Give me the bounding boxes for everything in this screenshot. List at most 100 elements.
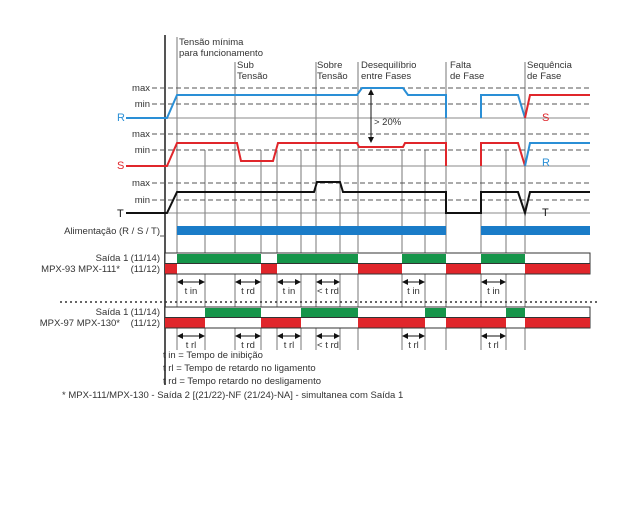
arrow-head [481, 333, 487, 339]
max-label: max [132, 83, 150, 94]
waveform-s-restored [480, 142, 526, 167]
arrow-head [295, 279, 301, 285]
output-off-segment [358, 263, 402, 274]
timing-label: t rd [241, 286, 255, 297]
event-phase-loss-2: de Fase [450, 71, 484, 82]
supply-on-segment [177, 226, 446, 235]
max-label: max [132, 178, 150, 189]
timing-label: t rl [408, 340, 419, 351]
output-on-segment [506, 308, 525, 318]
output-off-segment [446, 317, 506, 328]
event-phase-seq-2: de Fase [527, 71, 561, 82]
timing-label: t rl [284, 340, 295, 351]
min-label: min [135, 195, 150, 206]
waveform-r-swapped [524, 142, 590, 167]
event-overvoltage-1: Sobre [317, 60, 342, 71]
event-min-voltage-2: para funcionamento [179, 48, 263, 59]
output-models: MPX-93 MPX-111* [41, 264, 120, 275]
arrow-head [199, 333, 205, 339]
output-off-segment [358, 317, 425, 328]
event-overvoltage-2: Tensão [317, 71, 348, 82]
event-imbalance-2: entre Fases [361, 71, 411, 82]
arrow-head [419, 333, 425, 339]
max-label: max [132, 129, 150, 140]
event-imbalance-1: Desequilíbrio [361, 60, 416, 71]
event-undervoltage-2: Tensão [237, 71, 268, 82]
event-lines [176, 37, 526, 350]
arrow-head [235, 279, 241, 285]
imbalance-arrow [368, 89, 374, 143]
event-undervoltage-1: Sub [237, 60, 254, 71]
legend-tin: t in = Tempo de inibição [163, 350, 263, 361]
event-phase-loss-1: Falta [450, 60, 472, 71]
arrow-head [277, 333, 283, 339]
arrow-head [402, 333, 408, 339]
legend-trl: t rl = Tempo de retardo no ligamento [163, 363, 316, 374]
waveform-r-restored [480, 94, 526, 119]
supply-bar [177, 226, 590, 235]
phase-label-r: R [117, 112, 125, 124]
timing-label: < t rd [317, 340, 339, 351]
arrow-head [295, 333, 301, 339]
phase-label-s: S [117, 160, 124, 172]
arrow-head [500, 333, 506, 339]
timing-label: t in [185, 286, 198, 297]
output-on-segment [277, 254, 358, 264]
timing-label: t in [283, 286, 296, 297]
event-phase-seq-1: Sequência [527, 60, 573, 71]
phase-label-s-swapped: S [542, 112, 549, 124]
arrow-head [500, 279, 506, 285]
arrow-head [316, 279, 322, 285]
arrow-head [277, 279, 283, 285]
output-off-segment [525, 263, 590, 274]
arrow-head [255, 279, 261, 285]
arrow-head [199, 279, 205, 285]
output-off-segment [261, 317, 301, 328]
timing-label: < t rd [317, 286, 339, 297]
min-label: min [135, 99, 150, 110]
timing-label: t in [407, 286, 420, 297]
arrow-head [177, 279, 183, 285]
arrow-head [177, 333, 183, 339]
timing-label: t rl [488, 340, 499, 351]
output-on-segment [177, 254, 261, 264]
arrow-head [402, 279, 408, 285]
waveform-r [126, 87, 447, 119]
contact-no-label: (11/14) [131, 253, 160, 264]
supply-on-segment [481, 226, 590, 235]
min-label: min [135, 145, 150, 156]
output-off-segment [525, 317, 590, 328]
output-off-segment [446, 263, 481, 274]
supply-label: Alimentação (R / S / T) [64, 226, 160, 237]
legend-trd: t rd = Tempo retardo no desligamento [163, 376, 321, 387]
arrow-head [235, 333, 241, 339]
timing-label: t in [487, 286, 500, 297]
imbalance-label: > 20% [374, 117, 402, 128]
output-on-segment [205, 308, 261, 318]
waveform-s [126, 142, 447, 167]
arrow-head [334, 333, 340, 339]
contact-nc-label: (11/12) [131, 318, 160, 329]
output-title: Saída 1 [96, 253, 129, 264]
arrow-head [316, 333, 322, 339]
footnote: * MPX-111/MPX-130 - Saída 2 [(21/22)-NF … [62, 390, 403, 401]
timing-label: t rl [186, 340, 197, 351]
output-on-segment [301, 308, 358, 318]
phase-label-t-end: T [542, 207, 549, 219]
output-title: Saída 1 [96, 307, 129, 318]
output-on-segment [425, 308, 446, 318]
waveform-s-swapped [524, 94, 590, 119]
output-on-segment [481, 254, 525, 264]
output-on-segment [402, 254, 446, 264]
arrow-head [481, 279, 487, 285]
arrow-head [255, 333, 261, 339]
output-rows: Saída 1 (11/14)MPX-93 MPX-111* (11/12)t in… [40, 252, 591, 351]
output-off-segment [261, 263, 277, 274]
event-min-voltage-1: Tensão mínima [179, 37, 244, 48]
timing-label: t rd [241, 340, 255, 351]
arrow-head [419, 279, 425, 285]
arrow-head [334, 279, 340, 285]
phase-label-t: T [117, 208, 124, 220]
phase-label-r-swapped: R [542, 157, 550, 169]
